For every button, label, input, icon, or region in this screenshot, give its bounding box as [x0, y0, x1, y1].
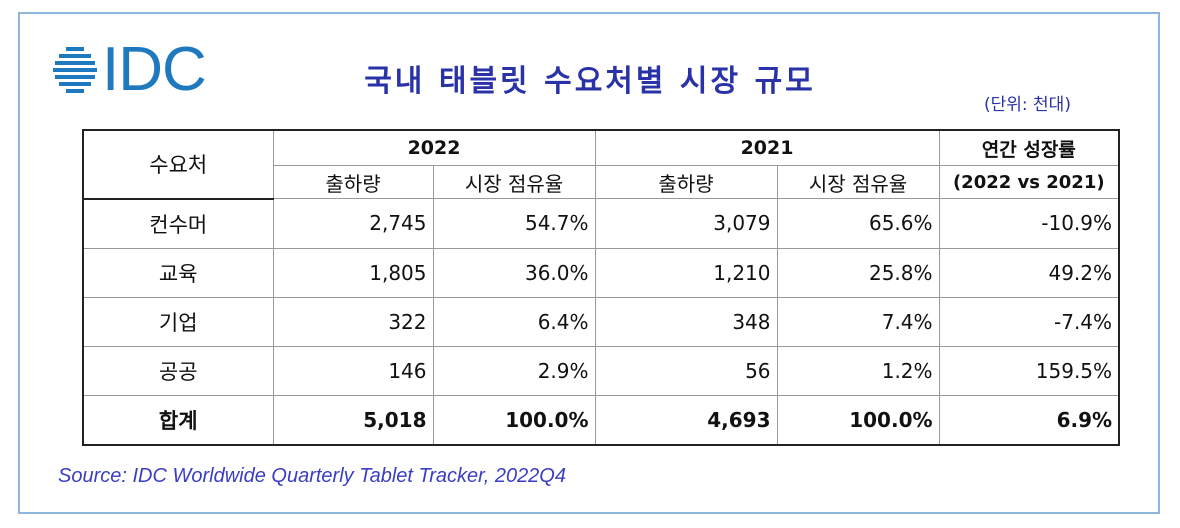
- cell-shipments-2022: 2,745: [272, 198, 434, 249]
- header-year-2022: 2022: [272, 129, 596, 166]
- cell-shipments-2022-total: 5,018: [272, 394, 434, 445]
- cell-share-2021: 7.4%: [776, 296, 940, 347]
- cell-shipments-2022: 146: [272, 345, 434, 396]
- cell-shipments-2022: 322: [272, 296, 434, 347]
- cell-shipments-2021-total: 4,693: [594, 394, 778, 445]
- market-size-table: 수요처 2022 2021 연간 성장률 출하량 시장 점유율 출하량 시장 점…: [82, 129, 1121, 446]
- cell-shipments-2022: 1,805: [272, 247, 434, 298]
- cell-share-2022: 54.7%: [432, 198, 596, 249]
- table-row: 기업 322 6.4% 348 7.4% -7.4%: [82, 296, 1120, 347]
- header-share-2022: 시장 점유율: [432, 165, 596, 199]
- idc-logo: IDC: [52, 35, 207, 104]
- cell-share-2022-total: 100.0%: [432, 394, 596, 445]
- globe-icon: [53, 47, 97, 93]
- cell-share-2021: 65.6%: [776, 198, 940, 249]
- row-category: 컨수머: [82, 198, 274, 249]
- header-year-2021: 2021: [594, 129, 940, 166]
- cell-growth: 159.5%: [938, 345, 1120, 396]
- row-category-total: 합계: [82, 394, 274, 445]
- row-category: 기업: [82, 296, 274, 347]
- header-growth: 연간 성장률: [938, 129, 1120, 166]
- cell-share-2022: 36.0%: [432, 247, 596, 298]
- page-title: 국내 태블릿 수요처별 시장 규모: [364, 64, 816, 99]
- cell-growth: 49.2%: [938, 247, 1120, 298]
- table-row: 컨수머 2,745 54.7% 3,079 65.6% -10.9%: [82, 198, 1120, 249]
- cell-share-2021: 25.8%: [776, 247, 940, 298]
- header-shipments-2021: 출하량: [594, 165, 778, 199]
- table-row: 공공 146 2.9% 56 1.2% 159.5%: [82, 345, 1120, 396]
- logo-text: IDC: [102, 35, 207, 104]
- header-growth-period: (2022 vs 2021): [938, 165, 1120, 199]
- header-category: 수요처: [82, 129, 274, 200]
- cell-growth: -10.9%: [938, 198, 1120, 249]
- row-category: 공공: [82, 345, 274, 396]
- cell-shipments-2021: 348: [594, 296, 778, 347]
- header-share-2021: 시장 점유율: [776, 165, 940, 199]
- cell-share-2021: 1.2%: [776, 345, 940, 396]
- cell-share-2021-total: 100.0%: [776, 394, 940, 445]
- cell-shipments-2021: 1,210: [594, 247, 778, 298]
- table-row: 교육 1,805 36.0% 1,210 25.8% 49.2%: [82, 247, 1120, 298]
- cell-growth: -7.4%: [938, 296, 1120, 347]
- source-note: Source: IDC Worldwide Quarterly Tablet T…: [58, 465, 566, 487]
- cell-share-2022: 2.9%: [432, 345, 596, 396]
- header-shipments-2022: 출하량: [272, 165, 434, 199]
- cell-shipments-2021: 3,079: [594, 198, 778, 249]
- row-category: 교육: [82, 247, 274, 298]
- cell-share-2022: 6.4%: [432, 296, 596, 347]
- cell-shipments-2021: 56: [594, 345, 778, 396]
- unit-note: (단위: 천대): [984, 95, 1071, 115]
- cell-growth-total: 6.9%: [938, 394, 1120, 445]
- total-row: 합계 5,018 100.0% 4,693 100.0% 6.9%: [82, 394, 1120, 445]
